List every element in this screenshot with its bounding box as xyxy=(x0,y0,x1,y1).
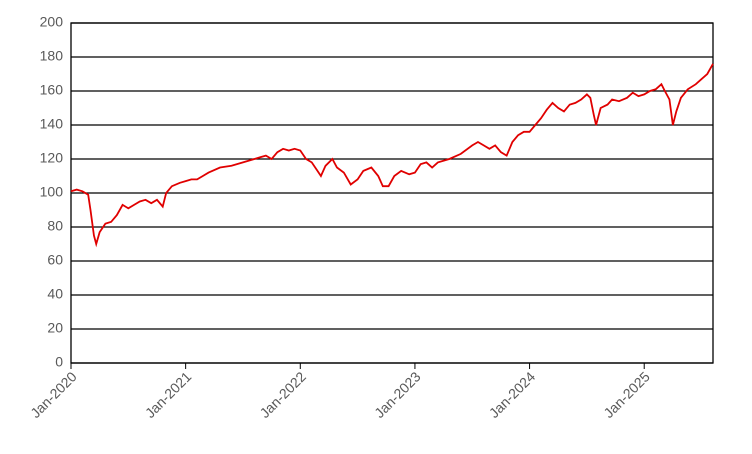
y-tick-label: 120 xyxy=(40,150,64,166)
y-tick-label: 180 xyxy=(40,48,64,64)
y-tick-label: 20 xyxy=(47,320,63,336)
y-tick-label: 160 xyxy=(40,82,64,98)
x-tick-label: Jan-2025 xyxy=(600,368,653,421)
y-tick-label: 0 xyxy=(55,354,63,370)
y-tick-label: 80 xyxy=(47,218,63,234)
data-line xyxy=(70,63,714,248)
y-tick-label: 140 xyxy=(40,116,64,132)
x-tick-label: Jan-2020 xyxy=(27,368,80,421)
x-tick-label: Jan-2024 xyxy=(486,368,539,421)
plot-border xyxy=(70,22,714,364)
x-tick-label: Jan-2023 xyxy=(371,368,424,421)
x-tick-label: Jan-2022 xyxy=(256,368,309,421)
y-tick-label: 60 xyxy=(47,252,63,268)
y-tick-label: 200 xyxy=(40,14,64,30)
x-tick-label: Jan-2021 xyxy=(142,368,195,421)
y-tick-label: 100 xyxy=(40,184,64,200)
y-tick-label: 40 xyxy=(47,286,63,302)
